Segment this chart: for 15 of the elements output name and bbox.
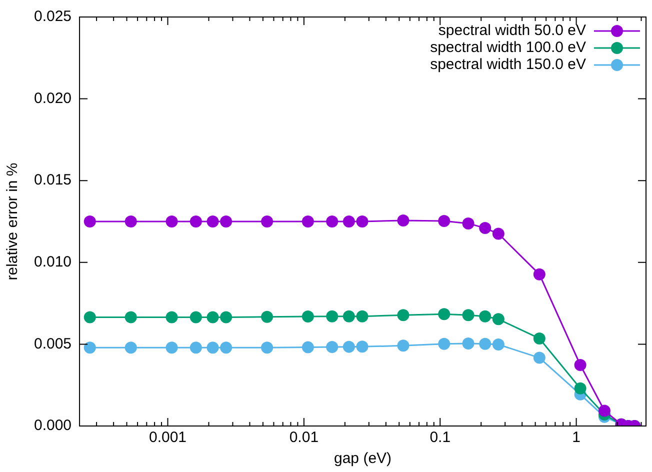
y-tick-label: 0.025 bbox=[34, 8, 72, 26]
y-axis-title: relative error in % bbox=[4, 162, 22, 280]
y-tick-label: 0.005 bbox=[34, 335, 72, 352]
y-tick-label: 0.020 bbox=[34, 90, 72, 107]
legend-label: spectral width 100.0 eV bbox=[430, 39, 586, 56]
legend-label: spectral width 50.0 eV bbox=[438, 22, 586, 40]
y-tick-label: 0.015 bbox=[34, 172, 72, 189]
legend-label: spectral width 150.0 eV bbox=[430, 56, 586, 74]
x-tick-label: 0.1 bbox=[430, 429, 451, 446]
x-axis-title: gap (eV) bbox=[334, 450, 392, 468]
x-tick-label: 1 bbox=[572, 429, 580, 446]
x-tick-label: 0.01 bbox=[289, 429, 319, 446]
y-tick-label: 0.010 bbox=[34, 254, 72, 271]
y-tick-label: 0.000 bbox=[34, 417, 72, 434]
x-tick-label: 0.001 bbox=[148, 429, 187, 446]
